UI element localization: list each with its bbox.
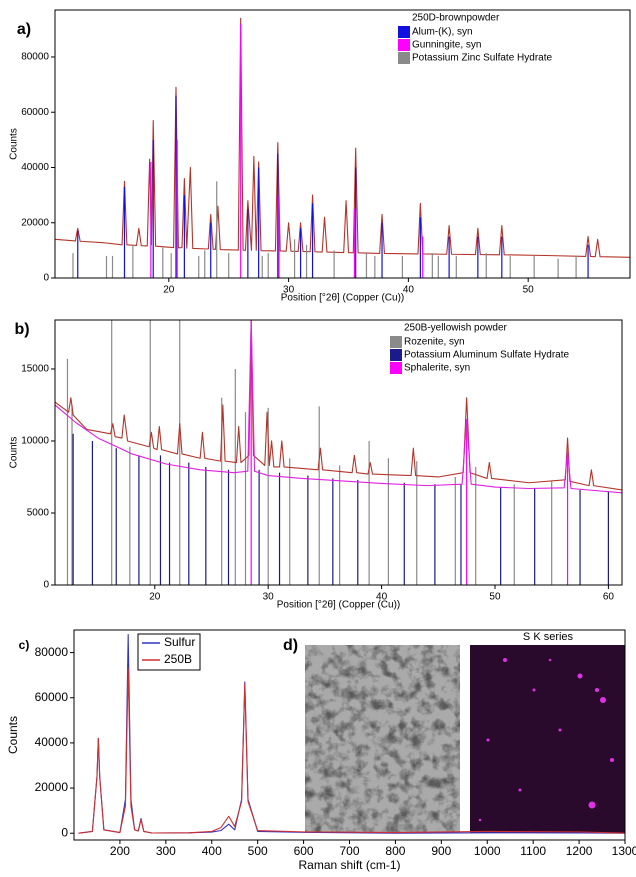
x-tick-label: 600 xyxy=(294,844,314,858)
x-tick-label: 30 xyxy=(283,285,295,296)
x-tick-label: 20 xyxy=(149,592,161,603)
y-tick-label: 40000 xyxy=(35,735,69,749)
y-tick-label: 20000 xyxy=(35,780,69,794)
legend-label: Sulfur xyxy=(164,635,195,649)
x-tick-label: 700 xyxy=(339,844,359,858)
panel-label: b) xyxy=(14,321,29,338)
eds-spots xyxy=(478,658,614,822)
legend-swatch xyxy=(390,362,402,374)
x-tick-label: 20 xyxy=(163,285,175,296)
panel-label: c) xyxy=(19,638,30,652)
legend-title: 250B-yellowish powder xyxy=(404,323,508,334)
legend-frame xyxy=(137,633,201,671)
y-tick-label: 60000 xyxy=(21,107,49,118)
x-tick-label: 900 xyxy=(431,844,451,858)
legend-label: Gunningite, syn xyxy=(412,40,482,51)
eds-map xyxy=(470,645,625,833)
y-tick-label: 0 xyxy=(43,580,49,591)
x-axis-title: Raman shift (cm-1) xyxy=(298,858,400,872)
y-tick-label: 80000 xyxy=(35,645,69,659)
y-tick-label: 80000 xyxy=(21,52,49,63)
plot-area xyxy=(55,320,622,585)
data-line xyxy=(55,320,622,494)
y-axis-title: Counts xyxy=(9,128,20,160)
x-tick-label: 1000 xyxy=(474,844,501,858)
x-tick-label: 50 xyxy=(523,285,535,296)
x-tick-label: 60 xyxy=(603,592,615,603)
legend-title: 250D-brownpowder xyxy=(412,13,500,24)
x-tick-label: 200 xyxy=(110,844,130,858)
legend-label: Potassium Aluminum Sulfate Hydrate xyxy=(404,350,570,361)
y-tick-label: 20000 xyxy=(21,217,49,228)
legend-swatch xyxy=(398,39,410,51)
legend-label: 250B xyxy=(164,652,192,666)
x-tick-label: 1200 xyxy=(566,844,593,858)
x-axis-title: Position [°2θ] (Copper (Cu)) xyxy=(281,293,405,304)
y-axis-title: Counts xyxy=(6,716,20,754)
y-tick-label: 40000 xyxy=(21,162,49,173)
chart-panel: b) Position [°2θ] (Copper (Cu)) Counts 0 500… xyxy=(9,319,623,611)
x-tick-label: 800 xyxy=(385,844,405,858)
x-tick-label: 300 xyxy=(156,844,176,858)
y-tick-label: 15000 xyxy=(21,364,49,375)
plot-area xyxy=(78,633,625,834)
x-axis-title: Position [°2θ] (Copper (Cu)) xyxy=(277,600,401,611)
legend-label: Sphalerite, syn xyxy=(404,363,470,374)
plot-frame xyxy=(54,9,631,279)
x-tick-label: 500 xyxy=(248,844,268,858)
y-tick-label: 5000 xyxy=(27,508,50,519)
data-line xyxy=(55,320,622,491)
chart-panel: a) Position [°2θ] (Copper (Cu)) Counts 0 200… xyxy=(9,9,631,304)
y-tick-label: 10000 xyxy=(21,436,49,447)
map-title: S K series xyxy=(523,631,574,643)
legend-swatch xyxy=(398,26,410,38)
y-tick-label: 0 xyxy=(61,825,68,839)
x-tick-label: 50 xyxy=(489,592,501,603)
x-tick-label: 1100 xyxy=(520,844,546,858)
y-axis-title: Counts xyxy=(9,437,20,469)
x-tick-label: 400 xyxy=(202,844,222,858)
data-line xyxy=(78,667,625,834)
x-tick-label: 1300 xyxy=(612,844,636,858)
y-tick-label: 60000 xyxy=(35,690,69,704)
legend-swatch xyxy=(390,336,402,348)
chart-panel: c) Raman shift (cm-1) Counts 0 20000 40000 600… xyxy=(6,629,636,872)
panel-label: d) xyxy=(283,637,298,654)
y-tick-label: 0 xyxy=(43,273,49,284)
x-tick-label: 30 xyxy=(263,592,275,603)
x-tick-label: 40 xyxy=(403,285,415,296)
panel-label: a) xyxy=(17,21,31,38)
plot-frame xyxy=(73,629,626,841)
legend-label: Alum-(K), syn xyxy=(412,27,473,38)
legend-label: Rozenite, syn xyxy=(404,337,465,348)
plot-frame xyxy=(54,319,623,586)
legend-swatch xyxy=(390,349,402,361)
x-tick-label: 40 xyxy=(376,592,388,603)
plot-area xyxy=(55,17,630,278)
legend-swatch xyxy=(398,52,410,64)
sem-texture xyxy=(305,645,460,833)
legend-label: Potassium Zinc Sulfate Hydrate xyxy=(412,53,552,64)
